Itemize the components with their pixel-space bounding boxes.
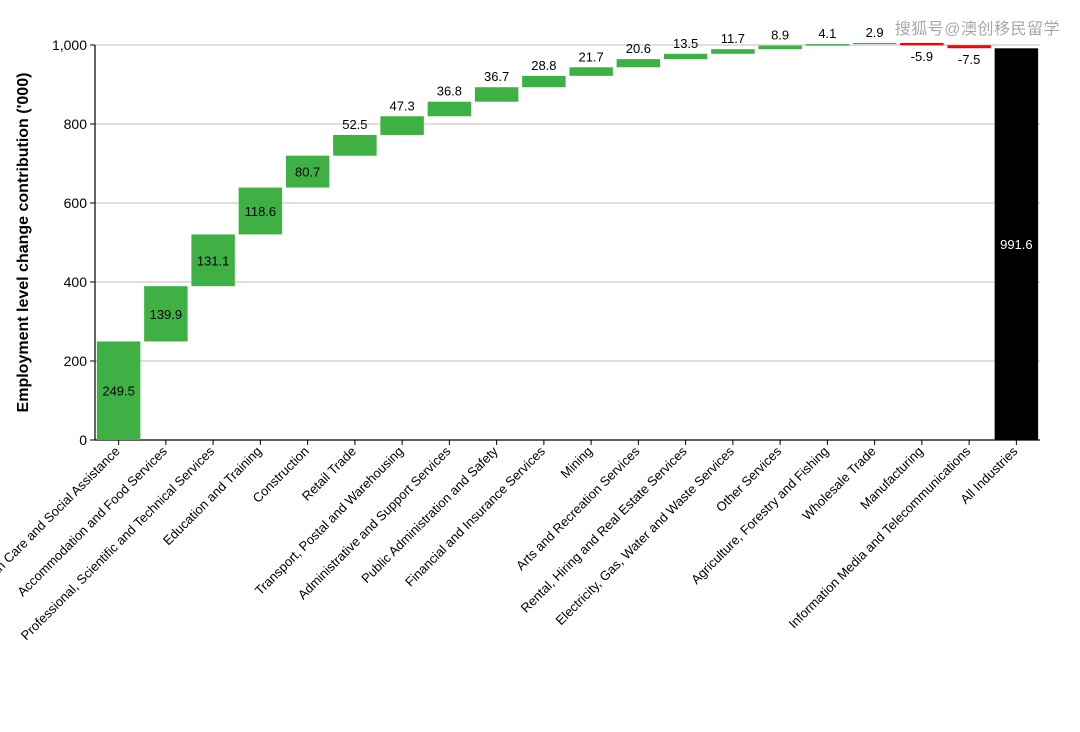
waterfall-bar	[333, 135, 376, 156]
waterfall-bar	[475, 87, 518, 101]
waterfall-bar	[380, 116, 423, 135]
bar-value-label: 4.1	[818, 26, 836, 41]
bar-value-label: 36.7	[484, 69, 509, 84]
waterfall-bar	[947, 45, 990, 48]
bar-value-label: 11.7	[721, 31, 745, 46]
category-label: Electricity, Gas, Water and Waste Servic…	[553, 443, 738, 628]
y-tick-label: 800	[64, 116, 88, 132]
watermark-text: 搜狐号@澳创移民留学	[895, 15, 1060, 39]
y-tick-label: 200	[64, 353, 88, 369]
y-axis-label: Employment level change contribution ('0…	[15, 73, 32, 413]
y-tick-label: 0	[79, 432, 87, 448]
bar-value-label: 21.7	[578, 49, 603, 64]
y-tick-label: 400	[64, 274, 88, 290]
bar-value-label: 131.1	[197, 253, 230, 268]
bar-value-label: 47.3	[389, 98, 414, 113]
waterfall-bar	[853, 43, 896, 44]
y-tick-label: 600	[64, 195, 88, 211]
waterfall-bar	[900, 43, 943, 45]
waterfall-bar	[711, 49, 754, 54]
waterfall-chart: 0 200 400 600 800 1,000 Employment level chang…	[0, 0, 1080, 727]
waterfall-bar	[522, 76, 565, 87]
bar-value-label: 2.9	[866, 25, 884, 40]
bar-value-label: 80.7	[295, 165, 320, 180]
bar-value-label: 991.6	[1000, 237, 1033, 252]
bar-value-label: 20.6	[626, 41, 651, 56]
waterfall-bar	[758, 46, 801, 50]
bar-value-label: 52.5	[342, 117, 367, 132]
waterfall-bar	[569, 67, 612, 76]
waterfall-bar	[428, 102, 471, 117]
bar-value-label: 118.6	[245, 204, 277, 219]
bar-value-label: 139.9	[150, 307, 183, 322]
bar-value-label: 8.9	[771, 28, 789, 43]
chart-container: 搜狐号@澳创移民留学 0 200 400 600 800 1,000 Employment …	[0, 0, 1080, 727]
bar-value-label: 249.5	[102, 384, 135, 399]
category-label: Professional, Scientific and Technical S…	[18, 443, 218, 643]
bar-value-label: 36.8	[437, 84, 462, 99]
bar-value-label: 13.5	[673, 36, 698, 51]
category-label: Mining	[558, 444, 596, 482]
bar-value-label: -7.5	[958, 52, 980, 67]
waterfall-bar	[806, 44, 849, 46]
category-label: Rental, Hiring and Real Estate Services	[518, 443, 690, 615]
bar-value-label: 28.8	[531, 58, 556, 73]
y-tick-label: 1,000	[52, 37, 87, 53]
bar-value-label: -5.9	[911, 49, 933, 64]
category-label: Education and Training	[160, 444, 265, 549]
waterfall-bar	[664, 54, 707, 59]
waterfall-bar	[617, 59, 660, 67]
